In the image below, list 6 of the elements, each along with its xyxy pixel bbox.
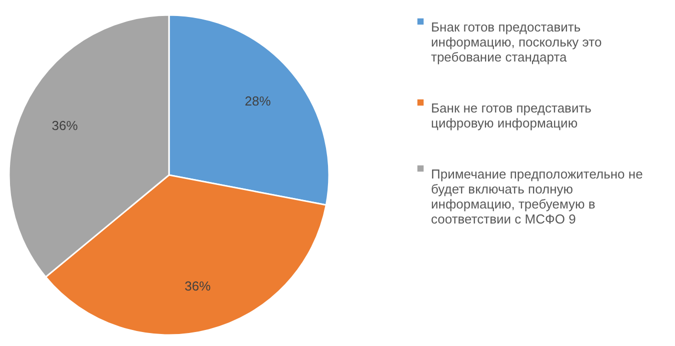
data-label: 36%	[52, 118, 78, 133]
legend-label: Банк не готов представить цифровую информацию	[431, 100, 592, 130]
data-label: 36%	[184, 278, 212, 294]
data-label: 28%	[244, 94, 272, 109]
legend-label: Примечание предположительно не будет включать полную информацию, требуемую в соответствии с МСФО 9	[431, 166, 643, 226]
legend-label: Бнак готов предоставить информацию, поскольку это требование стандарта	[431, 20, 602, 64]
